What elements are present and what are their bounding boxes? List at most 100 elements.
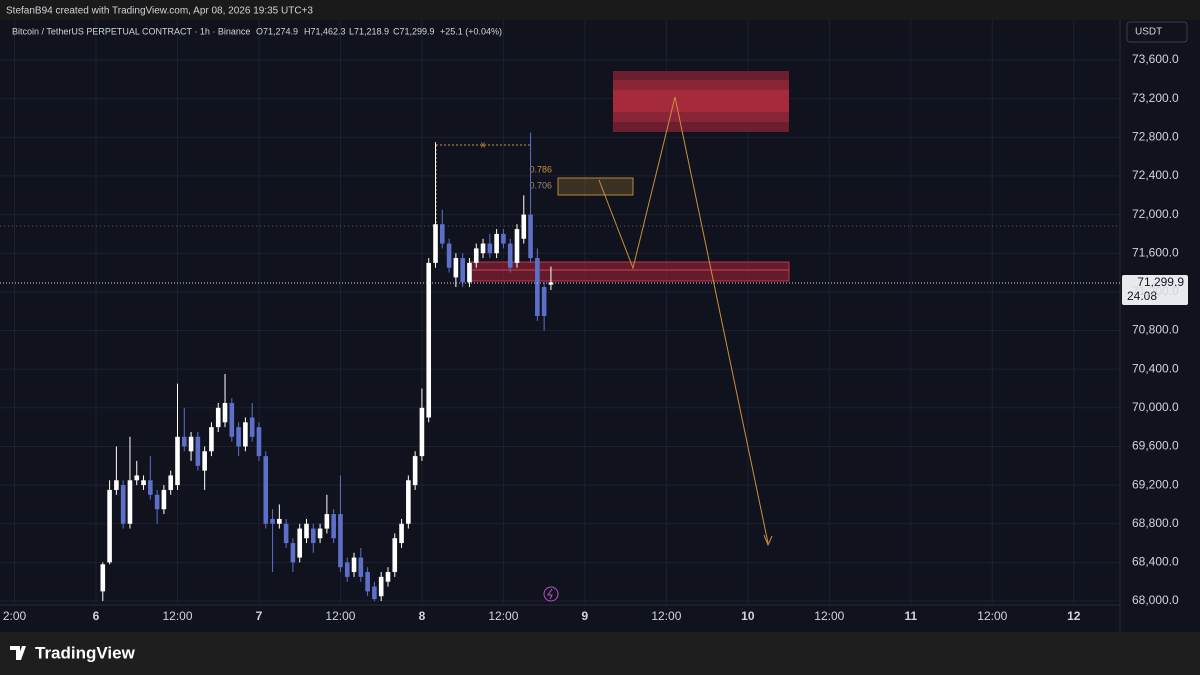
candle-body <box>351 557 357 573</box>
y-tick-label: 70,000.0 <box>1132 400 1179 414</box>
x-tick-label: 12 <box>1067 609 1081 623</box>
candle-body <box>406 480 411 524</box>
fib-box <box>557 177 634 196</box>
x-tick-label: 12:00 <box>814 609 844 623</box>
candle-body <box>148 480 153 495</box>
candle-body <box>541 287 547 317</box>
candle-body <box>372 586 377 600</box>
candle-body <box>521 214 527 239</box>
last-price-label: 71,299.9 <box>1137 275 1184 289</box>
candle-body <box>243 422 248 447</box>
candle-body <box>487 243 493 254</box>
candle-body <box>249 417 255 437</box>
footer-bar <box>0 632 1200 675</box>
candle-body <box>419 407 425 457</box>
candle-body <box>358 557 364 577</box>
currency-button[interactable] <box>1126 21 1188 43</box>
candle-body <box>270 518 275 524</box>
y-tick-label: 69,600.0 <box>1132 439 1179 453</box>
ohlc-high: H71,462.3 <box>304 26 346 36</box>
x-tick-label: 12:00 <box>977 609 1007 623</box>
y-tick-label: 72,800.0 <box>1132 129 1179 143</box>
header-bar <box>0 0 1200 20</box>
candle-body <box>168 475 173 490</box>
candle-body <box>127 480 133 524</box>
last-price-tag <box>1122 275 1188 305</box>
x-tick-label: 10 <box>741 609 755 623</box>
candle-body <box>134 475 140 481</box>
ohlc-close: C71,299.9 <box>393 26 435 36</box>
candle-body <box>439 224 445 244</box>
symbol-title: Bitcoin / TetherUS PERPETUAL CONTRACT · … <box>12 26 250 36</box>
x-tick-label: 12:00 <box>325 609 355 623</box>
brand-name: TradingView <box>35 643 136 662</box>
y-tick-label: 73,200.0 <box>1132 91 1179 105</box>
candles <box>100 132 554 602</box>
candle-body <box>215 407 221 428</box>
candle-body <box>277 518 282 524</box>
candle-body <box>528 214 533 259</box>
y-tick-label: 73,600.0 <box>1132 52 1179 66</box>
candle-body <box>338 514 343 568</box>
candle-body <box>181 436 187 447</box>
candle-body <box>324 514 330 529</box>
y-tick-label: 72,000.0 <box>1132 207 1179 221</box>
y-tick-label: 72,400.0 <box>1132 168 1179 182</box>
y-tick-label: 71,600.0 <box>1132 245 1179 259</box>
event-icon <box>547 588 553 600</box>
candle-body <box>290 543 296 563</box>
candle-body <box>494 233 499 254</box>
candle-body <box>175 436 180 486</box>
brand-logo <box>10 646 26 660</box>
candle-body <box>412 456 418 486</box>
candle-body <box>229 402 235 437</box>
candle-body <box>331 514 336 539</box>
candle-body <box>548 282 554 285</box>
candle-body <box>304 523 309 539</box>
candle-body <box>114 480 119 490</box>
fib-label: 0.706 <box>529 180 552 190</box>
x-tick-label: 8 <box>419 609 426 623</box>
grid <box>0 20 1120 605</box>
y-tick-label: 71,200.0 <box>1132 284 1179 298</box>
candle-body <box>283 523 289 544</box>
marker-label: x <box>481 139 486 149</box>
candle-body <box>120 485 126 524</box>
candle-body <box>433 224 438 263</box>
fib-label: 0.786 <box>529 164 552 174</box>
candle-body <box>378 576 384 597</box>
candle-body <box>399 523 404 544</box>
ohlc-change: +25.1 (+0.04%) <box>440 26 502 36</box>
y-tick-label: 69,200.0 <box>1132 477 1179 491</box>
candle-body <box>480 243 486 254</box>
candle-body <box>344 562 350 577</box>
candle-body <box>107 489 112 563</box>
ohlc-open: O71,274.9 <box>256 26 298 36</box>
x-tick-label: 9 <box>582 609 589 623</box>
candle-body <box>535 258 540 317</box>
candle-body <box>297 528 303 558</box>
supply-zone-core <box>613 90 789 112</box>
ohlc-low: L71,218.9 <box>349 26 389 36</box>
candle-body <box>161 489 167 510</box>
candle-body <box>501 233 506 244</box>
event-icon <box>543 586 559 602</box>
x-tick-label: 6 <box>93 609 100 623</box>
candle-body <box>460 258 465 283</box>
x-tick-label: 7 <box>256 609 263 623</box>
y-tick-label: 68,800.0 <box>1132 516 1179 530</box>
candle-body <box>209 427 214 452</box>
arrow-head <box>763 534 773 547</box>
y-tick-label: 70,400.0 <box>1132 361 1179 375</box>
candle-body <box>473 248 479 263</box>
projection-path <box>598 96 769 544</box>
candle-body <box>514 229 520 263</box>
drawings <box>0 71 1120 602</box>
candle-body <box>365 572 370 592</box>
candle-body <box>317 528 323 539</box>
candle-body <box>202 451 207 471</box>
x-tick-label: 12:00 <box>651 609 681 623</box>
